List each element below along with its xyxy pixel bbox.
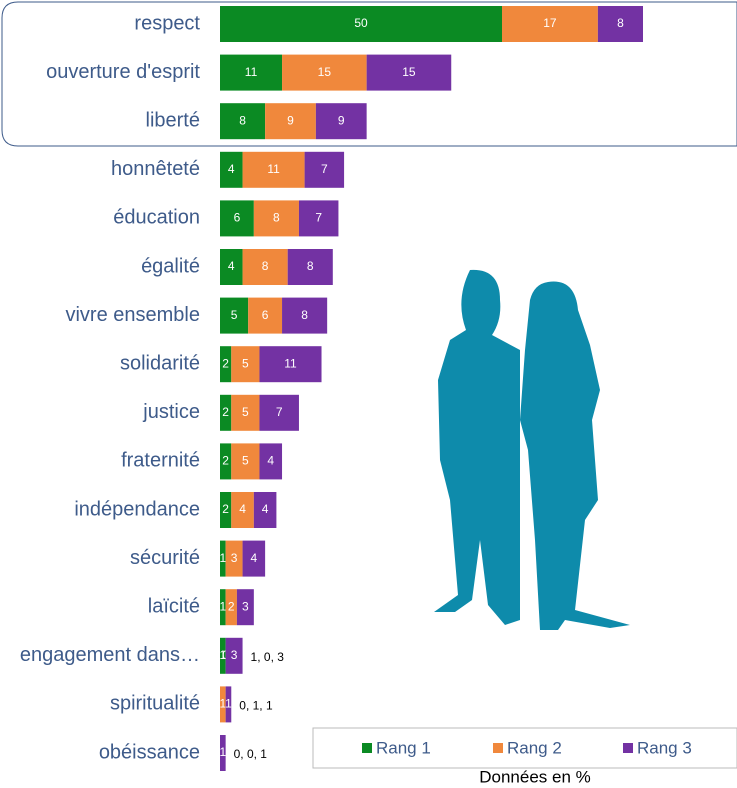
category-label: engagement dans…: [20, 644, 200, 666]
bar-value-label: 7: [276, 405, 283, 419]
bar-value-label: 8: [617, 16, 624, 30]
bar-value-label: 2: [222, 405, 229, 419]
annotation: 0, 0, 1: [234, 747, 268, 761]
bar-value-label: 7: [321, 162, 328, 176]
bar-value-label: 6: [234, 211, 241, 225]
category-label: fraternité: [121, 450, 200, 472]
bar-value-label: 4: [228, 259, 235, 273]
legend-label: Rang 3: [637, 738, 692, 757]
bar-value-label: 3: [242, 599, 249, 613]
bar-value-label: 1: [219, 599, 226, 613]
bar-value-label: 15: [402, 65, 416, 79]
category-label: laïcité: [148, 595, 200, 617]
silhouette: [434, 270, 630, 630]
category-label: liberté: [146, 109, 200, 131]
bar-value-label: 3: [231, 551, 238, 565]
bar-value-label: 11: [245, 65, 258, 79]
bar-value-label: 7: [315, 211, 322, 225]
bar-value-label: 17: [543, 16, 557, 30]
category-label: spiritualité: [110, 693, 200, 715]
category-label: obéissance: [99, 741, 200, 763]
bar-value-label: 4: [267, 454, 274, 468]
bar-value-label: 2: [228, 599, 235, 613]
bar-value-label: 4: [250, 551, 257, 565]
bar-value-label: 4: [262, 502, 269, 516]
legend-swatch: [623, 743, 633, 753]
bar-value-label: 4: [239, 502, 246, 516]
note: Données en %: [479, 767, 591, 786]
annotation: 0, 1, 1: [239, 699, 273, 713]
category-label: honnêteté: [111, 158, 200, 180]
legend-swatch: [493, 743, 503, 753]
bar-value-label: 8: [239, 113, 246, 127]
legend-label: Rang 1: [376, 738, 431, 757]
bar-value-label: 1: [225, 697, 232, 711]
bar-value-label: 5: [242, 356, 249, 370]
bar-value-label: 9: [287, 113, 294, 127]
category-label: sécurité: [130, 547, 200, 569]
category-label: respect: [134, 12, 200, 34]
category-label: éducation: [113, 207, 200, 229]
category-label: indépendance: [74, 498, 200, 520]
bar-value-label: 6: [262, 308, 269, 322]
bar-value-label: 8: [307, 259, 314, 273]
legend-swatch: [362, 743, 372, 753]
bar-value-label: 11: [267, 162, 280, 176]
legend-label: Rang 2: [507, 738, 562, 757]
bar-value-label: 3: [231, 648, 238, 662]
category-label: justice: [142, 401, 200, 423]
bar-value-label: 4: [228, 162, 235, 176]
bar-value-label: 5: [242, 405, 249, 419]
bar-value-label: 8: [301, 308, 308, 322]
bar-value-label: 2: [222, 454, 229, 468]
bar-value-label: 1: [219, 551, 226, 565]
bar-value-label: 11: [284, 356, 297, 370]
bar-value-label: 8: [262, 259, 269, 273]
bar-value-label: 2: [222, 356, 229, 370]
chart: Données en % respect50178ouverture d'esp…: [0, 0, 737, 788]
bar-value-label: 5: [242, 454, 249, 468]
annotation: 1, 0, 3: [251, 650, 285, 664]
bar-value-label: 1: [219, 745, 226, 759]
bar-value-label: 15: [318, 65, 332, 79]
bar-value-label: 50: [354, 16, 368, 30]
category-label: vivre ensemble: [65, 304, 200, 326]
category-label: égalité: [141, 255, 200, 277]
category-label: ouverture d'esprit: [46, 61, 200, 83]
bar-value-label: 8: [273, 211, 280, 225]
bar-value-label: 9: [338, 113, 345, 127]
bar-value-label: 5: [231, 308, 238, 322]
category-label: solidarité: [120, 352, 200, 374]
bar-value-label: 2: [222, 502, 229, 516]
